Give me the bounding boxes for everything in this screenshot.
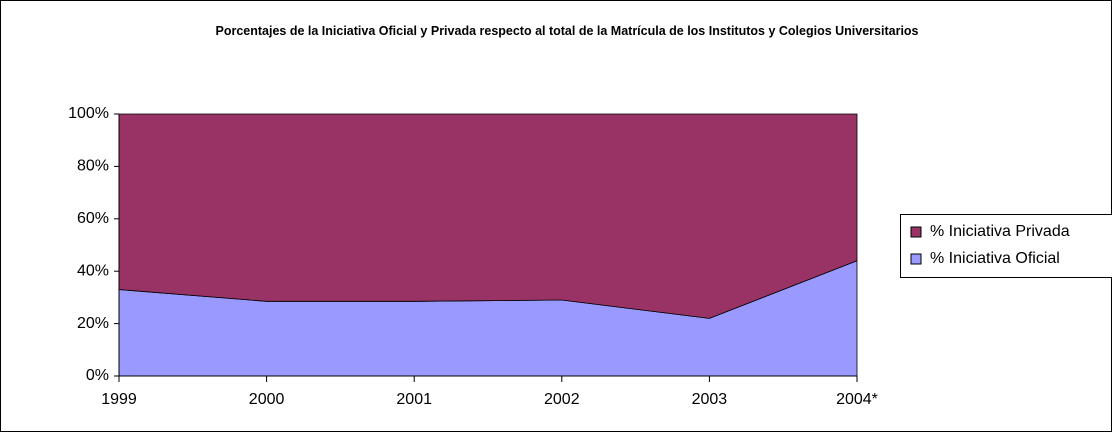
- x-tick-label: 2000: [249, 391, 285, 408]
- y-tick-label: 60%: [77, 210, 109, 227]
- x-tick-label: 2003: [692, 391, 728, 408]
- legend-box: [900, 214, 1112, 278]
- x-tick-label: 2004*: [836, 391, 878, 408]
- area: [118, 113, 858, 319]
- legend-swatch: [910, 226, 922, 238]
- legend-label: % Iniciativa Oficial: [930, 250, 1060, 267]
- chart-title: Porcentajes de la Iniciativa Oficial y P…: [215, 24, 919, 38]
- y-tick-label: 40%: [77, 262, 109, 279]
- legend-label: % Iniciativa Privada: [930, 223, 1070, 240]
- legend-swatch: [910, 253, 922, 265]
- y-tick-label: 80%: [77, 158, 109, 175]
- y-tick-label: 0%: [86, 367, 109, 384]
- x-tick-label: 1999: [101, 391, 137, 408]
- x-tick-label: 2001: [396, 391, 432, 408]
- y-tick-label: 100%: [68, 105, 109, 122]
- y-tick-label: 20%: [77, 315, 109, 332]
- x-tick-label: 2002: [544, 391, 580, 408]
